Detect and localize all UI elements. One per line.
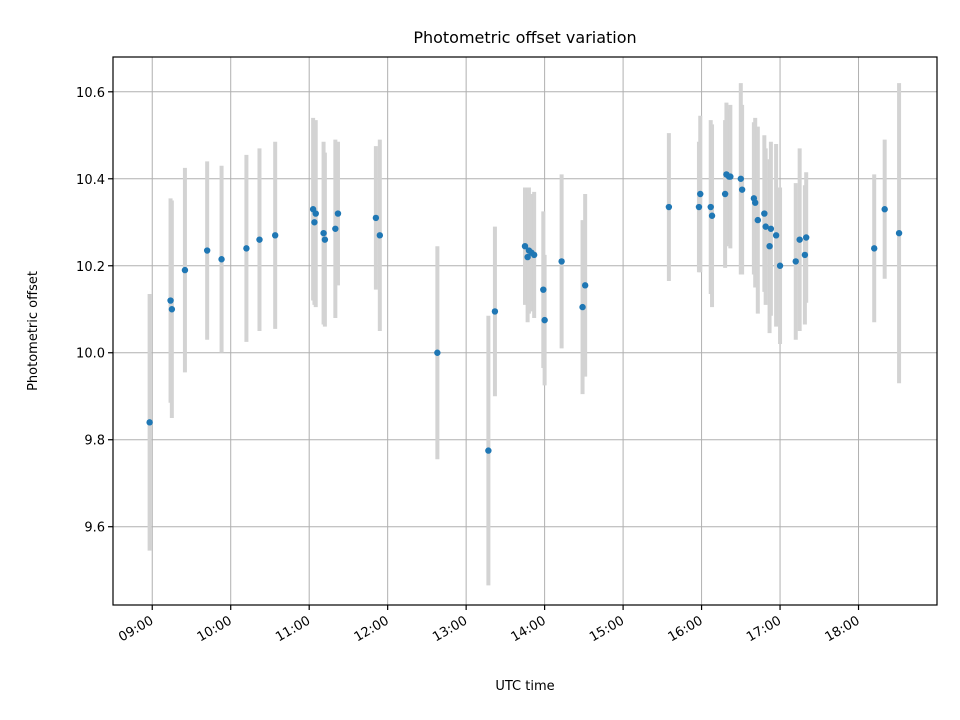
data-point: [181, 266, 189, 274]
x-axis-label: UTC time: [495, 679, 554, 694]
chart-title: Photometric offset variation: [413, 28, 636, 47]
data-point: [203, 247, 211, 254]
y-tick-label: 10.4: [76, 173, 105, 188]
plot-frame: [112, 56, 938, 606]
data-point: [320, 229, 327, 237]
data-point: [708, 212, 716, 219]
data-point: [695, 203, 703, 211]
data-point: [218, 256, 225, 263]
data-point: [737, 175, 745, 182]
data-point: [707, 203, 714, 211]
data-point: [376, 232, 384, 239]
data-point: [524, 253, 531, 261]
y-tick-label: 10.6: [76, 86, 105, 101]
data-point: [256, 236, 263, 243]
data-point: [521, 242, 529, 250]
data-point: [558, 258, 565, 265]
data-point: [665, 203, 673, 211]
data-point: [271, 232, 279, 239]
data-point: [772, 232, 780, 239]
data-point: [321, 236, 329, 243]
data-point: [803, 234, 810, 241]
data-point: [540, 286, 547, 293]
data-point: [167, 297, 174, 304]
data-point: [334, 210, 342, 217]
data-point: [485, 447, 492, 454]
data-point: [754, 216, 762, 224]
y-tick-label: 9.8: [84, 434, 105, 449]
y-tick-label: 10.0: [76, 347, 105, 362]
y-tick-label: 9.6: [84, 521, 105, 536]
y-tick-label: 10.2: [76, 260, 105, 275]
data-point: [751, 199, 759, 206]
data-point: [579, 303, 586, 311]
data-point: [796, 236, 803, 243]
data-point: [372, 214, 380, 222]
y-axis-ticks: 9.6 9.8 10.0 10.2 10.4 10.6: [76, 86, 113, 536]
data-point: [895, 229, 903, 237]
data-point: [581, 282, 589, 289]
data-point: [168, 306, 176, 313]
data-point: [530, 251, 538, 259]
data-point: [311, 219, 318, 226]
data-point: [727, 173, 734, 180]
data-point: [541, 316, 548, 324]
data-point: [697, 190, 704, 198]
data-point-layer: [146, 171, 903, 454]
data-point: [721, 190, 729, 198]
data-point: [312, 210, 319, 217]
data-point: [766, 242, 773, 250]
data-point: [332, 225, 339, 232]
y-axis-label: Photometric offset: [26, 271, 41, 391]
data-point: [491, 308, 499, 315]
data-point: [738, 186, 746, 193]
data-point: [146, 419, 153, 426]
data-point: [243, 245, 250, 252]
data-point: [881, 206, 888, 213]
data-point: [871, 245, 878, 252]
data-point: [761, 210, 768, 217]
data-point: [776, 262, 784, 269]
data-point: [767, 225, 775, 232]
data-point: [434, 349, 441, 356]
data-point: [801, 251, 809, 259]
data-point: [762, 223, 769, 230]
data-point: [792, 258, 799, 265]
